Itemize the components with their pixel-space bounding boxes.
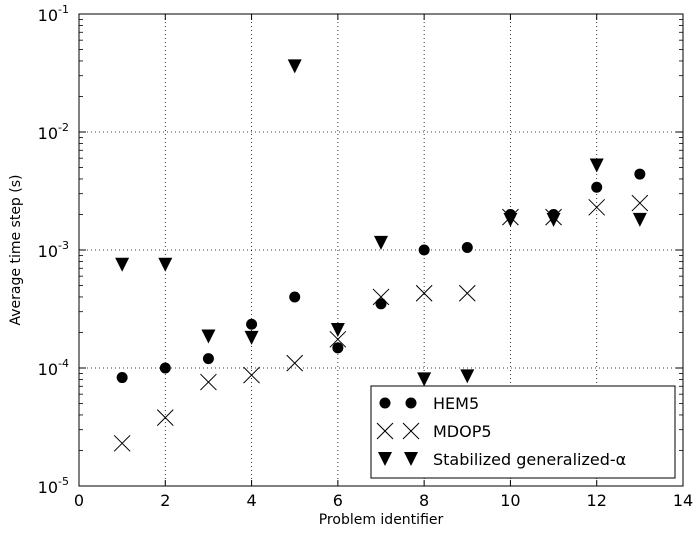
legend-marker <box>378 452 392 466</box>
triangle-down-point <box>244 330 259 345</box>
circle-point <box>375 298 387 310</box>
series-circle <box>116 168 646 384</box>
circle-point <box>591 181 603 193</box>
x-tick-label: 6 <box>333 491 343 510</box>
triangle-down-point <box>546 212 561 227</box>
y-axis-label: Average time step (s) <box>8 175 24 326</box>
legend-marker <box>402 422 420 440</box>
triangle-down-point <box>417 372 432 387</box>
legend-label: Stabilized generalized-α <box>433 450 626 469</box>
legend-box <box>370 385 676 479</box>
x-point <box>156 409 174 426</box>
x-tick-label: 12 <box>587 491 607 510</box>
circle-point <box>246 318 258 330</box>
legend-marker <box>404 452 418 466</box>
legend-label: MDOP5 <box>433 422 492 441</box>
x-point <box>588 198 606 216</box>
legend-marker <box>376 422 394 440</box>
axis-ticks <box>78 13 684 487</box>
x-tick-label: 2 <box>160 491 170 510</box>
legend-entry: Stabilized generalized-α <box>378 450 626 469</box>
series-triangle-down <box>115 59 647 387</box>
x-tick-labels: 0 2 4 6 8 10 12 14 <box>74 491 693 510</box>
legend-entry: HEM5 <box>379 394 479 413</box>
y-tick-label: 10-1 <box>38 3 69 25</box>
x-tick-label: 14 <box>673 491 693 510</box>
data-points <box>113 59 649 452</box>
series-x <box>113 194 649 452</box>
x-point <box>372 288 390 306</box>
legend-entry: MDOP5 <box>376 422 492 441</box>
circle-point <box>634 168 646 180</box>
x-tick-label: 8 <box>419 491 429 510</box>
x-point <box>113 434 131 452</box>
x-point <box>243 366 260 384</box>
circle-point <box>289 291 301 303</box>
triangle-down-point <box>589 158 604 173</box>
legend-label: HEM5 <box>433 394 479 413</box>
circle-point <box>202 353 214 365</box>
triangle-down-point <box>158 257 173 272</box>
triangle-down-point <box>374 235 388 250</box>
x-tick-label: 0 <box>74 491 84 510</box>
circle-point <box>159 362 171 374</box>
x-axis-label: Problem identifier <box>319 512 444 528</box>
triangle-down-point <box>330 322 345 337</box>
x-tick-label: 10 <box>500 491 520 510</box>
triangle-down-point <box>632 212 647 227</box>
y-tick-labels: 10-5 10-4 10-3 10-2 10-1 <box>38 3 69 497</box>
y-tick-label: 10-4 <box>38 357 69 379</box>
circle-point <box>116 372 128 384</box>
x-point <box>200 373 217 391</box>
triangle-down-point <box>460 369 475 384</box>
triangle-down-point <box>115 257 130 272</box>
legend-marker <box>379 397 391 409</box>
triangle-down-point <box>287 59 302 74</box>
x-point <box>631 194 649 212</box>
y-tick-label: 10-5 <box>38 475 69 497</box>
x-point <box>286 354 304 372</box>
legend-marker <box>405 397 417 409</box>
circle-point <box>461 241 473 253</box>
circle-point <box>332 342 344 354</box>
x-point <box>329 330 347 348</box>
circle-point <box>418 244 430 256</box>
triangle-down-point <box>201 329 216 344</box>
triangle-down-point <box>503 212 518 227</box>
x-point <box>458 284 476 302</box>
x-tick-label: 4 <box>246 491 256 510</box>
y-tick-label: 10-2 <box>38 121 69 143</box>
x-point <box>415 284 433 302</box>
legend: HEM5 MDOP5 Stabilized generalized-α <box>370 385 676 479</box>
y-tick-label: 10-3 <box>38 239 69 261</box>
